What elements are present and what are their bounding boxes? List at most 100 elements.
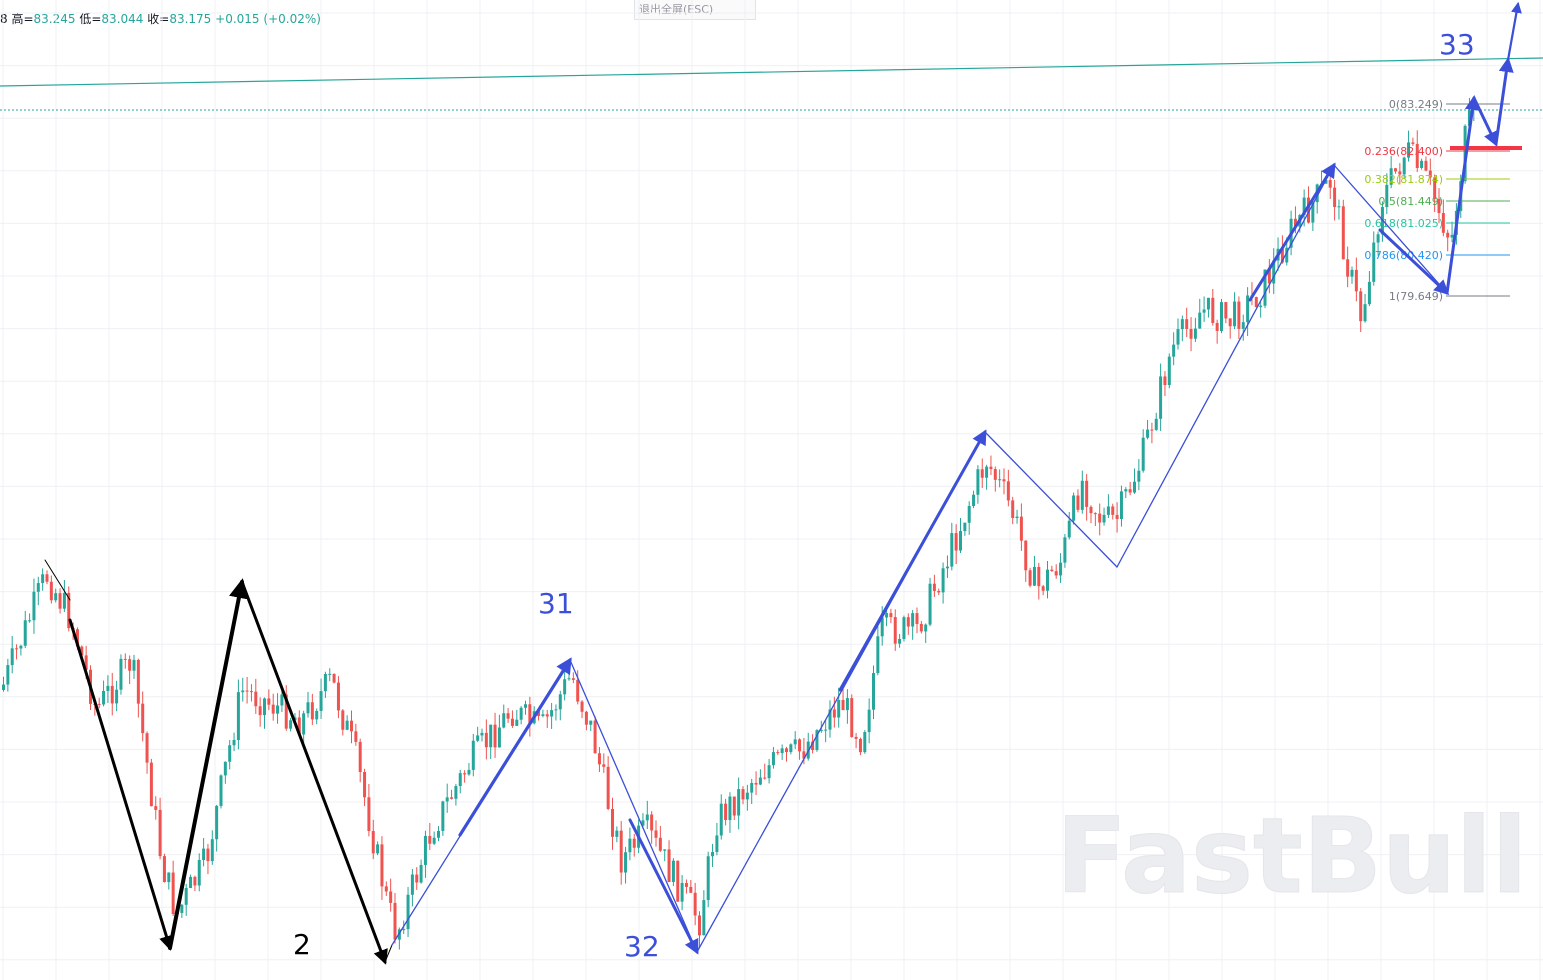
fib-level-label: 0.618(81.025) xyxy=(1364,217,1443,230)
candle xyxy=(872,665,875,720)
candle xyxy=(1433,174,1437,213)
candle xyxy=(1241,314,1245,341)
candle xyxy=(719,794,723,840)
candle xyxy=(593,716,597,754)
candle xyxy=(602,753,606,773)
candle xyxy=(367,784,371,837)
candle xyxy=(1441,199,1445,237)
wave-lines[interactable] xyxy=(44,1,1522,965)
candle xyxy=(1346,246,1350,288)
wave-label-33: 33 xyxy=(1439,28,1475,61)
wave-segment[interactable] xyxy=(1445,95,1480,295)
candle xyxy=(15,644,19,660)
wave-segment[interactable] xyxy=(1472,96,1498,147)
candle xyxy=(902,615,906,642)
candle xyxy=(1350,266,1354,284)
wave-segment[interactable] xyxy=(240,580,388,965)
candle xyxy=(1111,503,1115,520)
candle xyxy=(341,708,345,736)
candle xyxy=(1206,297,1210,318)
candle xyxy=(959,518,962,554)
candle xyxy=(236,679,240,750)
candle xyxy=(510,710,514,728)
candle xyxy=(1054,564,1058,579)
wave-segment[interactable] xyxy=(628,818,699,955)
wave-segment[interactable] xyxy=(1116,164,1335,568)
wave-segment[interactable] xyxy=(838,429,987,692)
wave-segment[interactable] xyxy=(1333,164,1448,294)
wave-segment[interactable] xyxy=(569,659,698,953)
candle xyxy=(576,670,580,705)
wave-segment[interactable] xyxy=(168,578,249,950)
candle xyxy=(1106,494,1110,519)
candle xyxy=(432,831,436,845)
candle xyxy=(1259,302,1263,318)
candle xyxy=(506,708,510,723)
candle xyxy=(667,840,671,883)
candle xyxy=(989,455,993,475)
candle xyxy=(1428,158,1432,185)
candle xyxy=(776,749,780,756)
wave-segment[interactable] xyxy=(1378,228,1450,296)
candle xyxy=(1067,512,1071,540)
candle xyxy=(1333,179,1337,221)
wave-segment[interactable] xyxy=(1506,1,1522,62)
candle xyxy=(189,874,193,889)
candle xyxy=(415,867,419,890)
wave-segment[interactable] xyxy=(458,657,572,837)
candle xyxy=(702,890,706,936)
candle xyxy=(632,833,636,857)
candle xyxy=(911,609,915,640)
wave-label-31: 31 xyxy=(538,587,574,620)
candle xyxy=(123,653,127,669)
candle xyxy=(563,670,567,701)
wave-segment[interactable] xyxy=(1248,162,1336,302)
candle xyxy=(241,677,245,702)
candle xyxy=(345,715,349,731)
fib-level-label: 1(79.649) xyxy=(1389,290,1443,303)
candle xyxy=(215,804,219,852)
candle xyxy=(319,678,323,719)
wave-segment[interactable] xyxy=(984,431,1118,568)
candle xyxy=(428,823,432,851)
candle xyxy=(1237,296,1241,339)
candle xyxy=(1363,293,1367,323)
candle xyxy=(998,469,1002,488)
candle xyxy=(728,792,732,833)
candle xyxy=(10,636,14,674)
candle xyxy=(162,853,166,883)
candle xyxy=(980,458,984,489)
candle xyxy=(1137,459,1141,491)
candle xyxy=(676,860,680,902)
wave-segment[interactable] xyxy=(1494,57,1514,146)
candle xyxy=(924,623,928,643)
candle xyxy=(858,737,862,756)
wave-segment[interactable] xyxy=(68,618,174,951)
candle xyxy=(263,697,266,729)
wave-segment[interactable] xyxy=(384,944,393,963)
candle xyxy=(106,675,110,703)
candle xyxy=(232,732,236,752)
fibonacci-retracement[interactable]: 0(83.249) 0.236(82.400) 0.382(81.874) 0.5(8… xyxy=(1364,98,1510,303)
candle xyxy=(184,883,188,916)
wave-segment[interactable] xyxy=(44,559,71,601)
candle xyxy=(1102,507,1106,526)
candle xyxy=(567,666,571,681)
candle xyxy=(210,830,214,865)
candle xyxy=(32,578,36,634)
change-value: +0.015 xyxy=(215,12,260,26)
candle xyxy=(1224,301,1228,324)
candle xyxy=(550,702,554,729)
candle xyxy=(441,800,445,836)
candle xyxy=(158,797,162,860)
candle xyxy=(128,655,132,685)
candle xyxy=(711,843,715,868)
candle xyxy=(806,732,810,761)
candle xyxy=(380,836,384,900)
candle xyxy=(1354,257,1358,302)
candle xyxy=(1367,271,1371,307)
candle xyxy=(193,875,197,892)
candle xyxy=(1032,555,1036,587)
